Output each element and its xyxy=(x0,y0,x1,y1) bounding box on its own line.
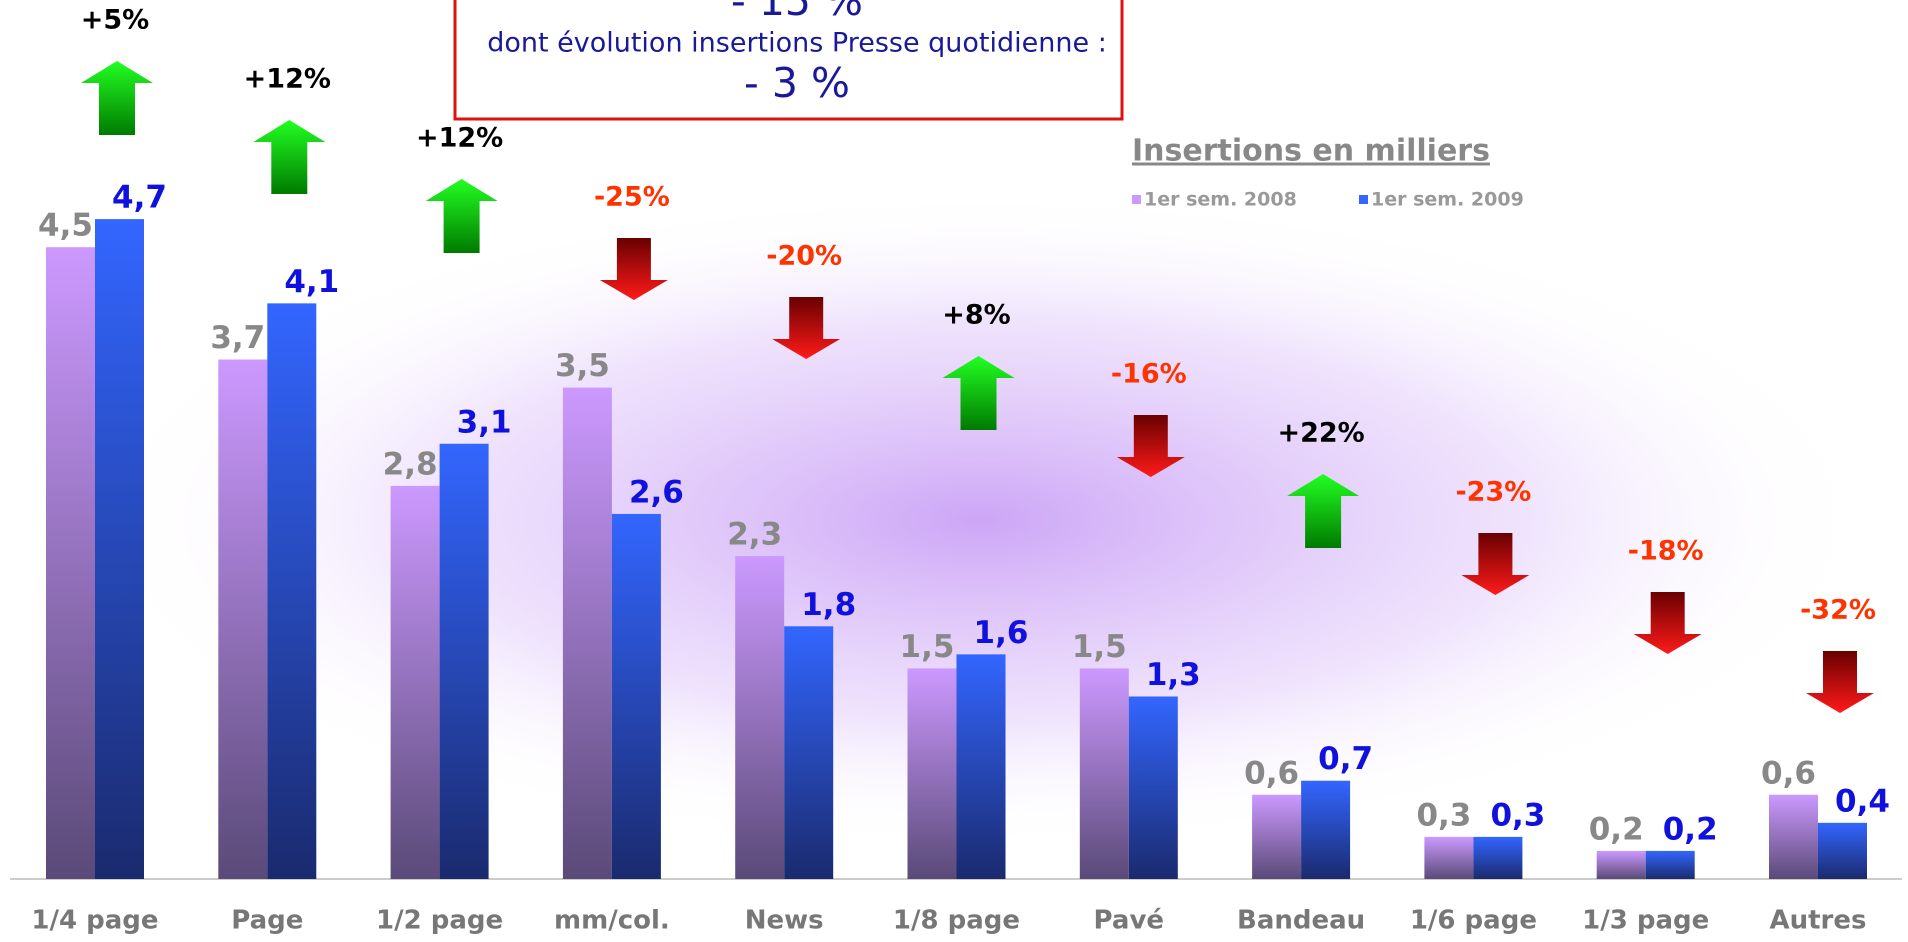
x-tick-label: Page xyxy=(231,906,303,936)
bar xyxy=(1769,794,1818,879)
bar xyxy=(1079,668,1129,879)
change-label: +8% xyxy=(942,300,1010,331)
change-label: +12% xyxy=(244,64,331,95)
arrow-up xyxy=(81,61,153,135)
arrow-up xyxy=(253,120,326,194)
value-label: 0,2 xyxy=(1663,811,1718,847)
change-label: +5% xyxy=(81,5,149,36)
bar xyxy=(1596,850,1646,879)
change-label: +12% xyxy=(416,123,503,154)
summary-text: dont évolution insertions Presse quotidi… xyxy=(487,28,1107,59)
x-tick-label: 1/4 page xyxy=(31,906,158,936)
bar xyxy=(1252,794,1302,879)
arrow-down xyxy=(599,238,668,300)
value-label: 4,7 xyxy=(112,180,167,216)
legend-label: 1er sem. 2009 xyxy=(1371,189,1524,211)
x-tick-label: 1/3 page xyxy=(1582,906,1709,936)
value-label: 3,5 xyxy=(555,348,610,384)
value-label: 1,8 xyxy=(801,587,856,623)
value-label: 0,3 xyxy=(1490,797,1545,833)
bar xyxy=(735,556,785,879)
bar xyxy=(218,359,268,879)
change-label: -16% xyxy=(1111,359,1187,390)
bar xyxy=(46,247,95,879)
value-label: 0,3 xyxy=(1416,797,1471,833)
bar xyxy=(390,485,440,879)
legend-label: 1er sem. 2008 xyxy=(1144,189,1297,211)
arrow-down xyxy=(1461,533,1530,595)
legend-swatch xyxy=(1359,195,1368,204)
change-label: -20% xyxy=(766,241,842,272)
summary-box xyxy=(453,0,1124,121)
bar xyxy=(562,387,612,879)
bar xyxy=(907,668,957,879)
arrow-down xyxy=(1116,415,1185,477)
value-label: 1,3 xyxy=(1146,657,1201,693)
summary-daily: - 3 % xyxy=(744,59,850,107)
change-label: +22% xyxy=(1277,418,1364,449)
value-label: 0,2 xyxy=(1589,811,1644,847)
arrow-down xyxy=(1806,651,1874,713)
bar xyxy=(1818,822,1867,879)
value-label: 0,4 xyxy=(1835,783,1890,819)
value-label: 3,7 xyxy=(210,320,265,356)
bar xyxy=(95,219,144,879)
value-label: 1,5 xyxy=(900,629,955,665)
x-tick-label: mm/col. xyxy=(554,906,670,936)
x-tick-label: Autres xyxy=(1770,906,1867,936)
x-tick-label: 1/8 page xyxy=(893,906,1020,936)
bar xyxy=(1128,696,1178,879)
value-label: 3,1 xyxy=(457,404,512,440)
value-label: 4,5 xyxy=(38,208,93,244)
value-label: 2,8 xyxy=(383,446,438,482)
x-tick-label: 1/6 page xyxy=(1410,906,1537,936)
bar xyxy=(956,654,1006,879)
bar xyxy=(1473,836,1523,879)
legend-swatch xyxy=(1132,195,1141,204)
value-label: 0,6 xyxy=(1244,755,1299,791)
x-tick-label: Pavé xyxy=(1094,906,1164,936)
change-label: -18% xyxy=(1628,536,1704,567)
value-label: 2,6 xyxy=(629,474,684,510)
bar xyxy=(611,513,661,879)
bar xyxy=(1645,850,1695,879)
change-label: -23% xyxy=(1455,477,1531,508)
value-label: 1,6 xyxy=(974,615,1029,651)
x-tick-label: News xyxy=(745,906,824,936)
summary-total: - 15 % xyxy=(731,0,863,25)
arrow-up xyxy=(425,179,498,253)
change-label: -25% xyxy=(594,182,670,213)
bar xyxy=(439,443,489,879)
arrow-down xyxy=(772,297,841,359)
x-tick-label: 1/2 page xyxy=(376,906,503,936)
bar xyxy=(784,626,834,879)
value-label: 0,7 xyxy=(1318,741,1373,777)
arrow-up xyxy=(1287,474,1360,548)
value-label: 4,1 xyxy=(284,264,339,300)
x-tick-label: Bandeau xyxy=(1237,906,1365,936)
change-label: -32% xyxy=(1800,595,1876,626)
legend-title: Insertions en milliers xyxy=(1132,134,1490,169)
value-label: 1,5 xyxy=(1072,629,1127,665)
value-label: 0,6 xyxy=(1761,755,1816,791)
bar xyxy=(267,303,317,879)
bar xyxy=(1424,836,1474,879)
arrow-down xyxy=(1633,592,1702,654)
value-label: 2,3 xyxy=(727,517,782,553)
arrow-up xyxy=(942,356,1015,430)
background-glow xyxy=(80,190,1880,850)
bar xyxy=(1301,780,1351,879)
